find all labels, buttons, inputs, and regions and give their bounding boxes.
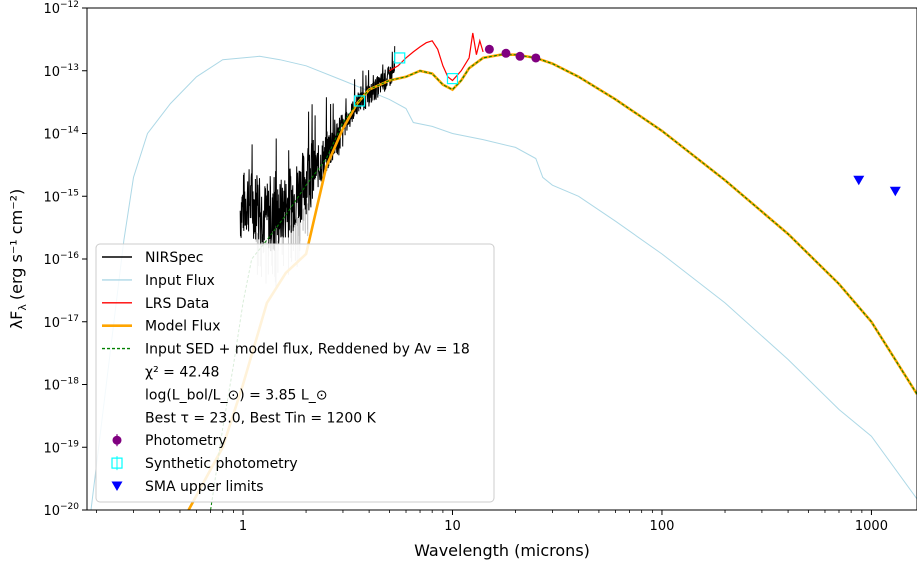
legend-label-sma: SMA upper limits — [145, 479, 264, 495]
y-tick-label: 10−19 — [43, 439, 79, 456]
legend-label-synthetic: Synthetic photometry — [145, 456, 298, 472]
photometry-point — [515, 51, 525, 61]
x-axis-label: Wavelength (microns) — [414, 541, 590, 560]
x-tick-label: 1 — [239, 519, 247, 534]
legend-handle-sma — [111, 481, 123, 491]
y-tick-label: 10−13 — [43, 63, 79, 80]
legend: NIRSpec Input Flux LRS Data Model Flux Input… — [95, 243, 495, 503]
synthetic-photometry-point — [394, 52, 406, 64]
x-tick-label: 10 — [444, 519, 461, 534]
legend-label-input-sed: Input SED + model flux, Reddened by Av =… — [145, 342, 470, 358]
nirspec-line — [239, 46, 396, 252]
sma-upper-limit-point — [853, 175, 865, 186]
y-tick-label: 10−15 — [43, 188, 79, 205]
y-axis-label-prefix: λF — [7, 311, 26, 330]
x-tick-label: 100 — [650, 519, 675, 534]
legend-handle-photometry — [112, 435, 122, 445]
y-tick-label: 10−18 — [43, 377, 79, 394]
synthetic-photometry-point — [353, 95, 366, 107]
y-tick-label: 10−14 — [43, 126, 79, 143]
legend-label-best: Best τ = 23.0, Best Tin = 1200 K — [145, 410, 377, 426]
legend-label-model-flux: Model Flux — [145, 319, 221, 335]
legend-label-chi2: χ² = 42.48 — [145, 365, 219, 381]
photometry-point — [484, 44, 494, 54]
y-axis-label: λFλ (erg s⁻¹ cm⁻²) — [7, 189, 29, 330]
y-tick-label: 10−16 — [43, 251, 79, 268]
legend-label-photometry: Photometry — [145, 433, 227, 449]
legend-label-lrs: LRS Data — [145, 296, 209, 312]
x-ticks: 1 10 100 1000 — [96, 510, 888, 534]
photometry-point — [501, 48, 511, 58]
sma-upper-limit-point — [889, 186, 901, 197]
legend-label-input-flux: Input Flux — [145, 273, 215, 289]
x-tick-label: 1000 — [855, 519, 888, 534]
legend-label-nirspec: NIRSpec — [145, 250, 203, 266]
y-tick-label: 10−17 — [43, 314, 79, 331]
photometry-point — [531, 53, 541, 63]
y-ticks: 10−20 10−19 10−18 10−17 10−16 10−15 10−14 10−13… — [43, 0, 87, 519]
series-lrs — [389, 32, 484, 82]
y-axis-label-units: (erg s⁻¹ cm⁻²) — [7, 189, 26, 300]
y-tick-label: 10−20 — [43, 502, 79, 519]
svg-text:λFλ(erg s⁻¹ cm⁻²): λFλ (erg s⁻¹ cm⁻²) — [7, 189, 29, 330]
legend-box — [95, 243, 495, 503]
legend-label-lbol: log(L_bol/L_⊙) = 3.85 L_⊙ — [145, 387, 327, 403]
synthetic-photometry-point — [446, 72, 459, 85]
series-input-flux — [90, 55, 917, 510]
y-axis-label-subscript: λ — [16, 304, 29, 311]
y-tick-label: 10−12 — [43, 0, 79, 17]
